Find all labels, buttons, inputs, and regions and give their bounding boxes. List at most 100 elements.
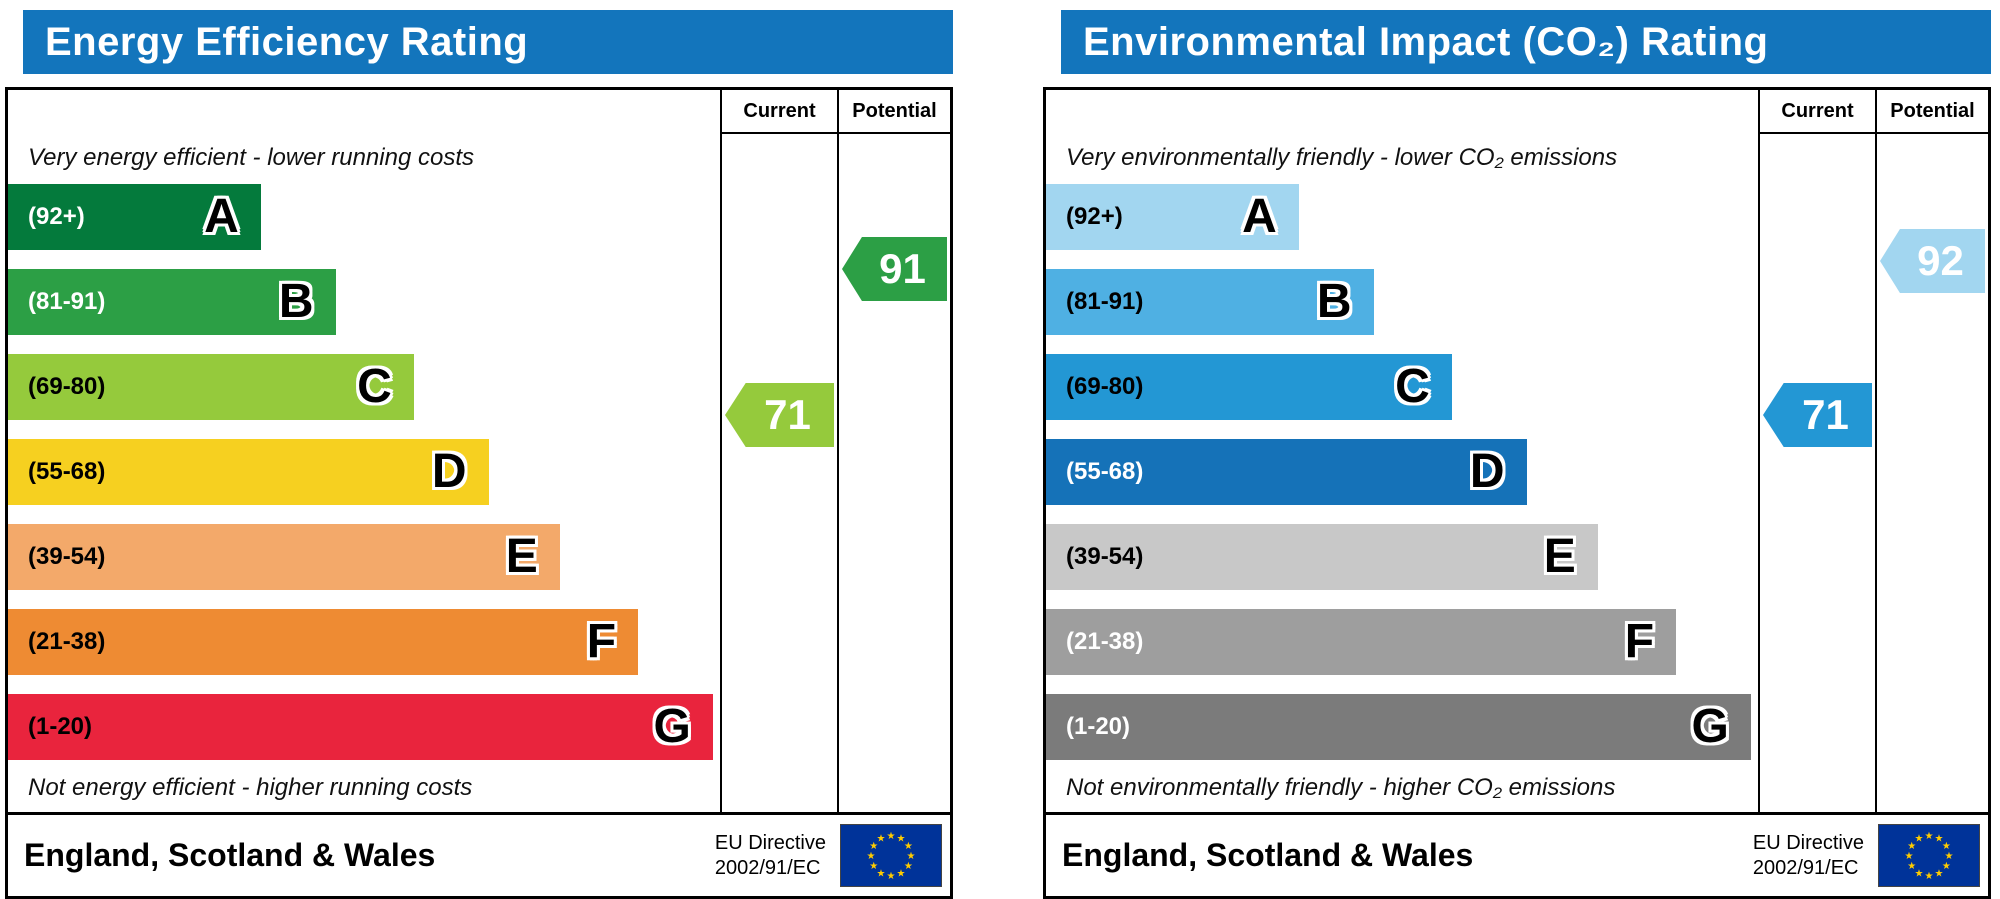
region-label: England, Scotland & Wales [1062, 837, 1474, 873]
band-letter: G [1691, 700, 1729, 753]
caption-top: Very environmentally friendly - lower CO… [1066, 144, 1618, 171]
table-footer: England, Scotland & Wales EU Directive 2… [8, 812, 950, 896]
potential-rating-arrow: 91 [842, 237, 947, 301]
potential-column: 91 [837, 134, 950, 812]
bands-column: Very energy efficient - lower running co… [8, 90, 720, 812]
band-letter: F [1624, 615, 1655, 668]
band-range-label: (92+) [1066, 203, 1123, 230]
caption-bottom: Not energy efficient - higher running co… [28, 774, 473, 801]
current-rating-arrow: 71 [725, 383, 834, 447]
potential-column-header: Potential [837, 90, 950, 134]
band-range-label: (55-68) [1066, 458, 1144, 485]
region-label: England, Scotland & Wales [24, 837, 436, 873]
svg-text:★: ★ [1935, 834, 1944, 845]
svg-text:★: ★ [1907, 841, 1916, 852]
bands-column: Very environmentally friendly - lower CO… [1046, 90, 1758, 812]
svg-text:★: ★ [869, 861, 878, 872]
band-letter: A [1242, 190, 1277, 243]
svg-text:★: ★ [877, 834, 886, 845]
bands-list: (92+) A (81-91) B (69-80) C (55-68) D (39-54) E (2… [8, 184, 720, 760]
band-letter: C [357, 360, 392, 413]
band-row-A: (92+) A [8, 184, 261, 250]
chart-header-bar: Environmental Impact (CO₂) Rating [1061, 10, 1991, 74]
energy-efficiency-rating-chart: Energy Efficiency Rating Very energy eff… [5, 10, 953, 899]
svg-text:★: ★ [1942, 861, 1951, 872]
potential-column: 92 [1875, 134, 1988, 812]
band-letter: B [1316, 275, 1352, 328]
band-range-label: (39-54) [1066, 543, 1144, 570]
band-row-F: (21-38) F [1046, 609, 1677, 675]
table-footer: England, Scotland & Wales EU Directive 2… [1046, 812, 1988, 896]
chart-header-bar: Energy Efficiency Rating [23, 10, 953, 74]
band-letter: D [431, 445, 467, 498]
svg-text:★: ★ [1915, 834, 1924, 845]
band-row-D: (55-68) D [1046, 439, 1527, 505]
band-row-E: (39-54) E [1046, 524, 1598, 590]
svg-text:★: ★ [897, 868, 906, 879]
band-letter: B [278, 275, 314, 328]
band-row-G: (1-20) G [1046, 694, 1751, 760]
band-row-C: (69-80) C [8, 354, 414, 420]
band-row-A: (92+) A [1046, 184, 1299, 250]
band-range-label: (21-38) [1066, 628, 1144, 655]
rating-table: Very energy efficient - lower running co… [5, 87, 953, 899]
svg-text:★: ★ [887, 831, 896, 842]
current-column: 71 [1758, 134, 1875, 812]
band-letter: E [1543, 530, 1576, 583]
svg-text:★: ★ [1915, 868, 1924, 879]
current-column: 71 [720, 134, 837, 812]
band-letter: E [505, 530, 538, 583]
band-range-label: (69-80) [28, 373, 106, 400]
eu-flag: ★ ★★★★★★★★★★★ [840, 824, 942, 887]
svg-text:★: ★ [897, 834, 906, 845]
svg-text:★: ★ [887, 871, 896, 882]
band-range-label: (39-54) [28, 543, 106, 570]
band-range-label: (69-80) [1066, 373, 1144, 400]
band-range-label: (55-68) [28, 458, 106, 485]
eu-directive-label: EU Directive 2002/91/EC [1753, 831, 1864, 881]
band-range-label: (1-20) [1066, 713, 1131, 740]
potential-rating-value: 91 [879, 245, 926, 292]
band-letter: F [586, 615, 617, 668]
band-letter: D [1469, 445, 1505, 498]
svg-text:★: ★ [1925, 871, 1934, 882]
potential-rating-arrow: 92 [1880, 229, 1985, 293]
caption-bottom: Not environmentally friendly - higher CO… [1066, 774, 1616, 801]
svg-text:★: ★ [1945, 851, 1954, 862]
band-row-C: (69-80) C [1046, 354, 1452, 420]
band-range-label: (81-91) [28, 288, 106, 315]
band-range-label: (21-38) [28, 628, 106, 655]
band-range-label: (81-91) [1066, 288, 1144, 315]
chart-title: Environmental Impact (CO₂) Rating [1083, 19, 1769, 64]
caption-top: Very energy efficient - lower running co… [28, 144, 474, 171]
band-row-G: (1-20) G [8, 694, 713, 760]
band-row-F: (21-38) F [8, 609, 639, 675]
svg-text:★: ★ [877, 868, 886, 879]
environmental-impact-rating-chart: Environmental Impact (CO₂) Rating Very e… [1043, 10, 1991, 899]
svg-text:★: ★ [1942, 841, 1951, 852]
current-rating-value: 71 [764, 391, 811, 438]
svg-text:★: ★ [867, 851, 876, 862]
rating-table: Very environmentally friendly - lower CO… [1043, 87, 1991, 899]
band-row-B: (81-91) B [8, 269, 336, 335]
band-row-B: (81-91) B [1046, 269, 1374, 335]
svg-text:★: ★ [1905, 851, 1914, 862]
svg-text:★: ★ [1925, 831, 1934, 842]
svg-text:★: ★ [904, 861, 913, 872]
eu-directive-line2: 2002/91/EC [1752, 856, 1859, 879]
eu-directive-line1: EU Directive [714, 831, 826, 854]
band-letter: G [653, 700, 691, 753]
band-letter: C [1395, 360, 1430, 413]
potential-rating-value: 92 [1917, 237, 1964, 284]
eu-directive-line1: EU Directive [1752, 831, 1864, 854]
bands-list: (92+) A (81-91) B (69-80) C (55-68) D (39-54) E (2… [1046, 184, 1758, 760]
svg-text:★: ★ [1935, 868, 1944, 879]
svg-text:★: ★ [904, 841, 913, 852]
svg-text:★: ★ [907, 851, 916, 862]
current-column-header: Current [720, 90, 837, 134]
svg-text:★: ★ [869, 841, 878, 852]
band-row-E: (39-54) E [8, 524, 560, 590]
band-letter: A [204, 190, 239, 243]
eu-directive-line2: 2002/91/EC [714, 856, 821, 879]
